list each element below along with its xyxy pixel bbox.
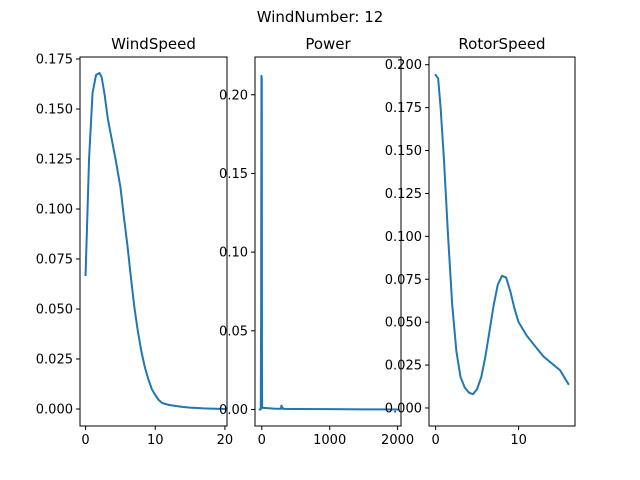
y-tick-label: 0.025 <box>385 359 422 374</box>
y-tick-label: 0.100 <box>36 203 73 218</box>
y-tick-label: 0.00 <box>219 403 248 418</box>
x-tick-label: 0 <box>258 433 266 448</box>
subplot-title: WindSpeed <box>111 35 196 53</box>
y-tick-label: 0.175 <box>385 101 422 116</box>
x-tick-label: 10 <box>510 433 527 448</box>
y-tick-label: 0.000 <box>36 403 73 418</box>
series-line-rotorspeed <box>434 73 570 396</box>
y-tick-label: 0.050 <box>385 316 422 331</box>
x-tick-label: 0 <box>431 433 439 448</box>
subplot-windspeed: WindSpeed 0 10 20 0.000 0.025 0.050 0.075 0.100 0… <box>36 35 233 448</box>
y-tick-label: 0.125 <box>385 187 422 202</box>
y-tick-label: 0.15 <box>219 167 248 182</box>
y-tick-label: 0.075 <box>385 273 422 288</box>
axes-frame <box>254 56 402 427</box>
x-tick-label: 1000 <box>313 433 346 448</box>
y-tick-label: 0.100 <box>385 230 422 245</box>
x-tick-label: 2000 <box>381 433 414 448</box>
y-tick-label: 0.000 <box>385 401 422 416</box>
y-tick-label: 0.05 <box>219 324 248 339</box>
x-tick-label: 10 <box>147 433 164 448</box>
subplot-title: Power <box>305 35 351 53</box>
y-tick-label: 0.025 <box>36 353 73 368</box>
series-line-power <box>258 74 399 411</box>
y-tick-label: 0.200 <box>385 58 422 73</box>
axes-frame <box>79 56 228 427</box>
y-tick-label: 0.125 <box>36 153 73 168</box>
x-tick-label: 0 <box>81 433 89 448</box>
y-tick-label: 0.10 <box>219 246 248 261</box>
x-tick-label: 20 <box>217 433 234 448</box>
y-tick-label: 0.075 <box>36 253 73 268</box>
figure-suptitle: WindNumber: 12 <box>257 8 384 26</box>
y-tick-label: 0.050 <box>36 303 73 318</box>
y-tick-label: 0.175 <box>36 53 73 68</box>
subplot-rotorspeed: RotorSpeed 0 10 0.000 0.025 0.050 0.075 0.100 0.… <box>385 35 576 448</box>
y-tick-label: 0.150 <box>36 103 73 118</box>
y-tick-label: 0.150 <box>385 144 422 159</box>
y-tick-label: 0.20 <box>219 88 248 103</box>
subplot-power: Power 0 1000 2000 0.00 0.05 0.10 0.15 0.20 <box>219 35 414 448</box>
axes-frame <box>428 56 576 427</box>
subplot-title: RotorSpeed <box>458 35 545 53</box>
series-line-windspeed <box>84 72 226 411</box>
